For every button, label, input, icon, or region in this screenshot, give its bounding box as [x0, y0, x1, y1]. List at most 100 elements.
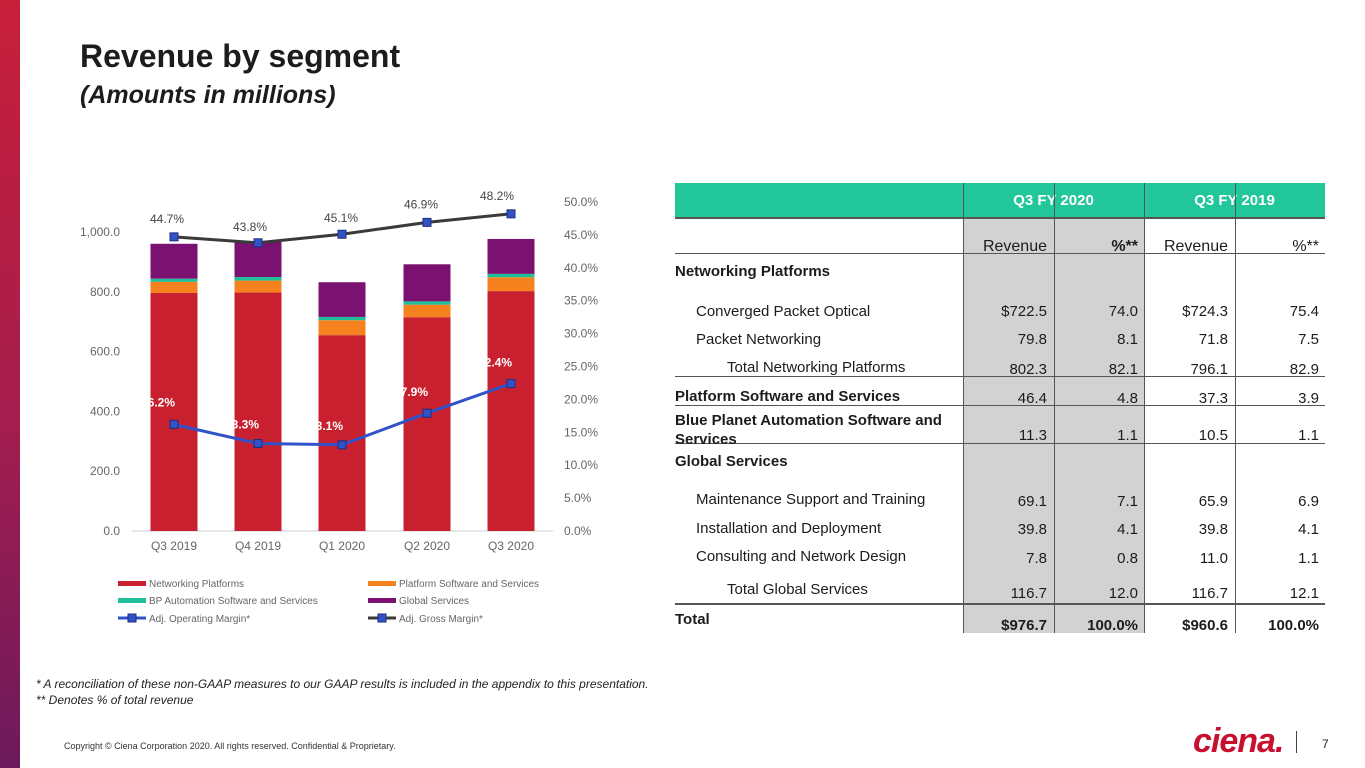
- table-cell: 796.1: [1190, 361, 1228, 378]
- table-row-label: Consulting and Network Design: [696, 548, 906, 565]
- legend-label: Adj. Gross Margin*: [399, 614, 483, 625]
- y-right-tick-label: 0.0%: [564, 524, 592, 538]
- operating-margin-label: 16.2%: [141, 395, 175, 409]
- legend-swatch: [118, 598, 146, 603]
- legend-label: Global Services: [399, 596, 469, 607]
- row-label-text: Converged Packet Optical: [696, 303, 871, 320]
- gross-margin-label: 46.9%: [404, 197, 438, 211]
- y-right-tick-label: 35.0%: [564, 294, 598, 308]
- table-row-label: Installation and Deployment: [696, 520, 881, 537]
- row-label-text: Networking Platforms: [675, 263, 831, 280]
- period-header-2020: Q3 FY 2020: [1013, 192, 1094, 209]
- pct-2020-column-shade: [1054, 217, 1144, 633]
- row-label-text: Installation and Deployment: [696, 520, 882, 537]
- col-header-revenue-2019: Revenue: [1163, 238, 1228, 255]
- bar-segment: [487, 291, 535, 531]
- margin-point: [169, 419, 179, 429]
- logo-divider: [1296, 731, 1297, 753]
- table-rule: [675, 405, 1325, 406]
- period-header-2019: Q3 FY 2019: [1194, 192, 1275, 209]
- bar-segment: [234, 241, 282, 277]
- table-row-label: Converged Packet Optical: [696, 303, 870, 320]
- y-right-tick-label: 40.0%: [564, 261, 598, 275]
- revenue-2020-column-shade: [963, 217, 1054, 633]
- table-cell: 116.7: [1191, 585, 1228, 602]
- side-accent-bar: [0, 0, 20, 768]
- table-cell: $722.5: [1001, 303, 1047, 320]
- table-cell: 82.9: [1289, 361, 1319, 378]
- y-right-tick-label: 5.0%: [564, 491, 592, 505]
- bar-segment: [403, 317, 451, 531]
- page-subtitle: (Amounts in millions): [80, 81, 336, 109]
- bar-segment: [318, 316, 366, 321]
- table-row-label: Blue Planet Automation Software and Servi…: [675, 411, 942, 449]
- table-cell: $724.3: [1182, 303, 1228, 320]
- row-label-text: Total: [675, 611, 710, 628]
- gross-margin-label: 45.1%: [324, 211, 358, 225]
- table-cell: 4.1: [1117, 521, 1138, 538]
- table-cell: 10.5: [1198, 427, 1228, 444]
- table-cell: 7.1: [1117, 493, 1138, 510]
- y-left-tick-label: 600.0: [90, 345, 120, 359]
- table-column-rule: [963, 183, 964, 633]
- bar-segment: [318, 320, 366, 336]
- page-number: 7: [1322, 737, 1329, 751]
- table-cell: 12.1: [1289, 585, 1319, 602]
- margin-point: [337, 229, 347, 239]
- table-cell: 100.0%: [1268, 617, 1319, 634]
- margin-point: [337, 440, 347, 450]
- table-cell: 6.9: [1298, 493, 1319, 510]
- row-label-text: Global Services: [675, 453, 788, 470]
- gross-margin-label: 43.8%: [233, 220, 267, 234]
- gross-margin-label: 44.7%: [150, 212, 184, 226]
- col-header-revenue-2020: Revenue: [982, 238, 1047, 255]
- table-cell: 4.1: [1298, 521, 1319, 538]
- table-row-label: Total Networking Platforms: [727, 359, 905, 376]
- table-column-rule: [1235, 183, 1236, 633]
- table-row-label: Platform Software and Services: [675, 388, 900, 405]
- bar-segment: [150, 243, 198, 279]
- bar-segment: [403, 264, 451, 302]
- row-label-text: Platform Software and Services: [675, 388, 901, 405]
- bar-segment: [150, 281, 198, 293]
- y-right-tick-label: 10.0%: [564, 458, 598, 472]
- table-cell: 11.3: [1018, 427, 1047, 444]
- row-label-text: Packet Networking: [696, 331, 822, 348]
- table-rule: [675, 376, 1325, 377]
- row-label-text: Consulting and Network Design: [696, 548, 907, 565]
- legend-swatch: [368, 581, 396, 586]
- table-cell: 1.1: [1298, 550, 1319, 567]
- table-cell: 37.3: [1198, 390, 1228, 407]
- bar-segment: [487, 277, 535, 292]
- revenue-chart: 0.0 200.0 400.0 600.0 800.0 1,000.0 0.0% 5.0% 10…: [80, 189, 598, 625]
- bar-segment: [487, 238, 535, 274]
- table-cell: 1.1: [1298, 427, 1319, 444]
- table-row-label: Maintenance Support and Training: [696, 491, 925, 508]
- margin-point: [169, 232, 179, 242]
- margin-point: [422, 408, 432, 418]
- table-cell: 8.1: [1117, 331, 1138, 348]
- y-right-tick-label: 15.0%: [564, 425, 598, 439]
- bar-segment: [234, 280, 282, 293]
- table-cell: 82.1: [1108, 361, 1138, 378]
- table-cell: $976.7: [1001, 617, 1047, 634]
- table-cell: 11.0: [1199, 550, 1228, 567]
- table-cell: 69.1: [1017, 493, 1047, 510]
- x-tick-label: Q3 2020: [488, 539, 534, 553]
- table-rule: [675, 217, 1325, 219]
- y-left-tick-label: 1,000.0: [80, 225, 120, 239]
- bar-segment: [234, 292, 282, 531]
- bar-segment: [318, 282, 366, 317]
- x-tick-label: Q2 2020: [404, 539, 450, 553]
- y-right-tick-label: 30.0%: [564, 327, 598, 341]
- legend-marker: [377, 613, 387, 623]
- table-cell: 100.0%: [1087, 617, 1138, 634]
- col-header-pct-2019: %**: [1292, 238, 1319, 255]
- table-rule: [675, 443, 1325, 444]
- row-label-text-line2: Services: [675, 431, 737, 448]
- table-cell: 46.4: [1017, 390, 1047, 407]
- legend-label: Networking Platforms: [149, 579, 244, 590]
- margin-point: [506, 209, 516, 219]
- col-header-pct-2020: %**: [1111, 238, 1138, 255]
- legend-label: BP Automation Software and Services: [149, 596, 318, 607]
